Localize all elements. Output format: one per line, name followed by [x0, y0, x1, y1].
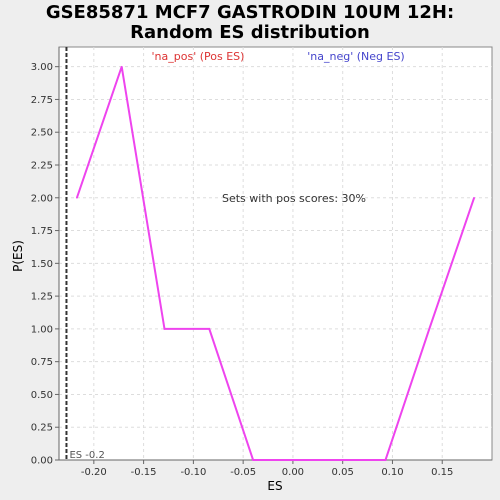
- data-point: [120, 65, 123, 68]
- y-tick-label: 2.00: [31, 193, 53, 204]
- y-tick-label: 0.75: [31, 357, 53, 368]
- y-tick-label: 0.50: [31, 390, 53, 401]
- chart-title-line-2: Random ES distribution: [130, 22, 370, 43]
- chart-title-line-1: GSE85871 MCF7 GASTRODIN 10UM 12H:: [45, 2, 455, 23]
- data-point: [428, 328, 431, 330]
- x-tick-label: -0.15: [131, 467, 157, 478]
- legend-entry-neg: 'na_neg' (Neg ES): [307, 50, 404, 63]
- plot-area: [58, 46, 493, 461]
- marker-layer: ES -0.2: [65, 47, 105, 461]
- x-tick-label: 0.00: [282, 467, 304, 478]
- y-tick-label: 0.25: [31, 423, 53, 434]
- x-tick-label: 0.15: [431, 467, 453, 478]
- legend-entry-pos: 'na_pos' (Pos ES): [152, 50, 245, 63]
- es-marker-label: ES -0.2: [69, 450, 104, 461]
- y-tick-label: 2.25: [31, 161, 53, 172]
- pos-scores-annotation: Sets with pos scores: 30%: [222, 192, 366, 205]
- y-tick-label: 1.00: [31, 324, 53, 335]
- x-tick-label: -0.20: [81, 467, 107, 478]
- y-axis-label: P(ES): [11, 240, 25, 272]
- x-axis-label: ES: [267, 479, 282, 493]
- data-point: [76, 196, 78, 199]
- y-tick-label: 1.75: [31, 226, 53, 237]
- data-point: [163, 328, 166, 330]
- data-point: [252, 459, 254, 461]
- x-tick-label: -0.10: [180, 467, 206, 478]
- data-point: [473, 196, 475, 199]
- y-tick-label: 2.50: [31, 128, 53, 139]
- x-tick-label: -0.05: [230, 467, 256, 478]
- grid-layer: [59, 47, 492, 461]
- y-tick-label: 2.75: [31, 95, 53, 106]
- series-line: [75, 66, 476, 461]
- y-tick-label: 0.00: [31, 456, 53, 467]
- x-tick-label: 0.05: [332, 467, 354, 478]
- data-point: [208, 328, 211, 330]
- x-tick-label: 0.10: [381, 467, 403, 478]
- y-tick-label: 1.50: [31, 259, 53, 270]
- y-tick-label: 3.00: [31, 62, 53, 73]
- y-tick-label: 1.25: [31, 292, 53, 303]
- data-point: [384, 459, 387, 461]
- series-layer: [75, 65, 476, 461]
